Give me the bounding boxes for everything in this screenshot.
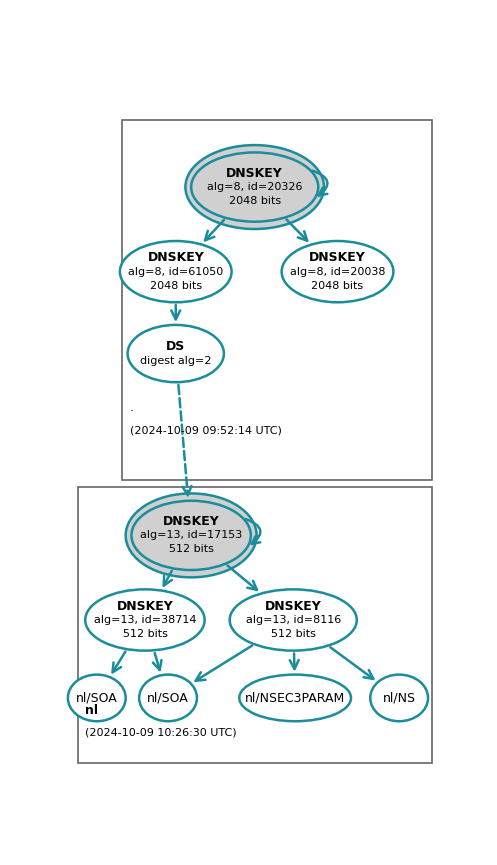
Ellipse shape	[139, 675, 197, 721]
Text: DNSKEY: DNSKEY	[226, 167, 283, 180]
Text: DNSKEY: DNSKEY	[265, 599, 322, 612]
Ellipse shape	[282, 241, 394, 302]
Ellipse shape	[370, 675, 428, 721]
Text: 512 bits: 512 bits	[271, 629, 316, 639]
Ellipse shape	[230, 589, 357, 650]
Text: DNSKEY: DNSKEY	[117, 599, 173, 612]
Text: nl: nl	[85, 703, 98, 716]
Text: nl/NSEC3PARAM: nl/NSEC3PARAM	[245, 691, 345, 704]
Ellipse shape	[126, 493, 256, 577]
Ellipse shape	[68, 675, 126, 721]
Ellipse shape	[185, 145, 324, 229]
Ellipse shape	[240, 675, 351, 721]
Text: 512 bits: 512 bits	[122, 629, 167, 639]
Text: DNSKEY: DNSKEY	[309, 251, 366, 264]
Text: DNSKEY: DNSKEY	[163, 515, 220, 528]
Text: nl/SOA: nl/SOA	[76, 691, 118, 704]
Ellipse shape	[128, 325, 224, 382]
Text: 512 bits: 512 bits	[168, 544, 214, 554]
Ellipse shape	[120, 241, 232, 302]
Text: 2048 bits: 2048 bits	[229, 196, 281, 206]
Text: digest alg=2: digest alg=2	[140, 356, 212, 366]
Text: alg=13, id=38714: alg=13, id=38714	[94, 615, 196, 625]
Text: alg=8, id=20038: alg=8, id=20038	[290, 266, 385, 277]
Text: nl/NS: nl/NS	[383, 691, 415, 704]
Ellipse shape	[85, 589, 205, 650]
Text: DNSKEY: DNSKEY	[148, 251, 204, 264]
Text: (2024-10-09 10:26:30 UTC): (2024-10-09 10:26:30 UTC)	[85, 727, 237, 738]
Text: (2024-10-09 09:52:14 UTC): (2024-10-09 09:52:14 UTC)	[130, 426, 281, 435]
Text: alg=13, id=8116: alg=13, id=8116	[246, 615, 341, 625]
Text: nl/SOA: nl/SOA	[147, 691, 189, 704]
Text: 2048 bits: 2048 bits	[150, 280, 202, 291]
Text: alg=8, id=61050: alg=8, id=61050	[128, 266, 223, 277]
Polygon shape	[122, 120, 432, 480]
Text: alg=8, id=20326: alg=8, id=20326	[207, 182, 303, 192]
Text: 2048 bits: 2048 bits	[312, 280, 364, 291]
Ellipse shape	[131, 501, 251, 570]
Text: DS: DS	[166, 340, 185, 353]
Polygon shape	[78, 487, 432, 763]
Text: alg=13, id=17153: alg=13, id=17153	[140, 530, 242, 541]
Ellipse shape	[191, 152, 318, 221]
Text: .: .	[130, 400, 134, 413]
